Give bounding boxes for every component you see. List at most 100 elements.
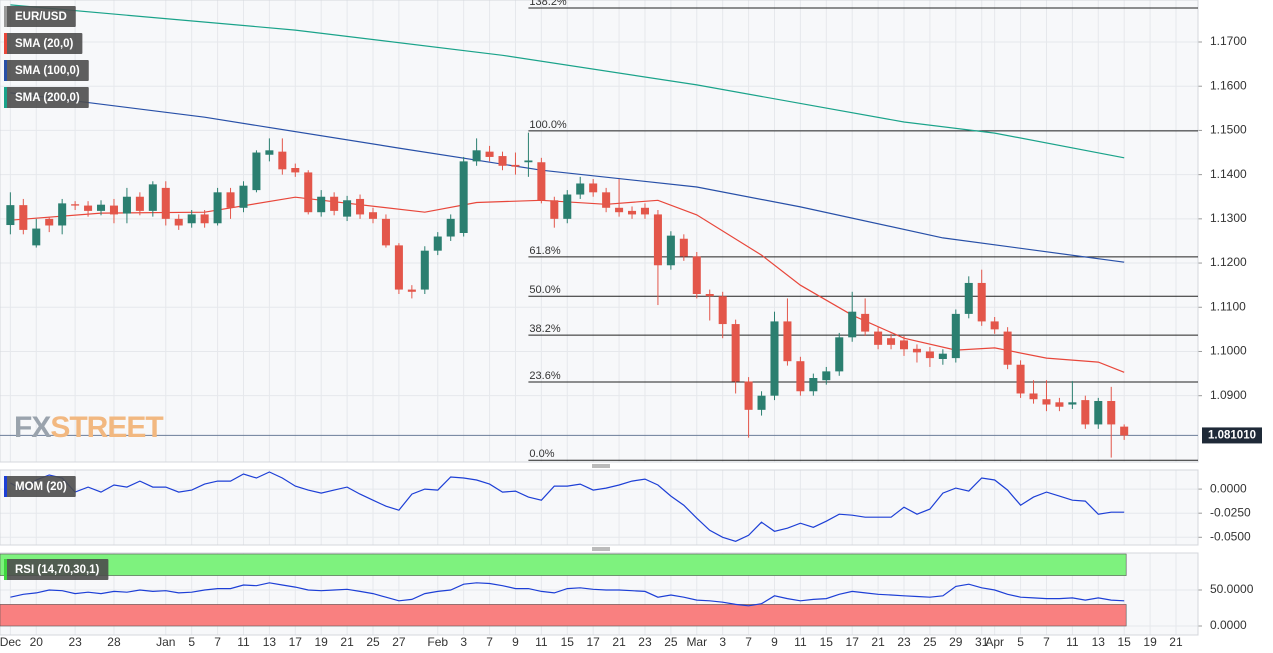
candle-body bbox=[122, 196, 131, 214]
fib-label: 100.0% bbox=[529, 119, 567, 131]
legend-item: RSI (14,70,30,1) bbox=[4, 559, 109, 580]
candle-body bbox=[1068, 402, 1077, 405]
x-tick-label: 20 bbox=[30, 635, 44, 649]
candle-body bbox=[161, 187, 170, 219]
candle-body bbox=[744, 381, 753, 410]
candle-body bbox=[1042, 399, 1051, 405]
x-tick-label: 25 bbox=[664, 635, 678, 649]
x-tick-label: 11 bbox=[535, 635, 548, 649]
fib-label: 61.8% bbox=[529, 245, 560, 257]
candle-body bbox=[368, 212, 378, 219]
candle-body bbox=[718, 296, 727, 325]
candle-body bbox=[550, 200, 559, 219]
candle-body bbox=[783, 321, 792, 362]
candle-body bbox=[135, 196, 144, 211]
legend-item: SMA (200,0) bbox=[4, 87, 89, 108]
candle-body bbox=[291, 168, 300, 173]
x-tick-label: 15 bbox=[820, 635, 834, 649]
x-tick-label: 15 bbox=[561, 635, 575, 649]
x-tick-label: 27 bbox=[392, 635, 406, 649]
candle-body bbox=[653, 214, 662, 266]
legend-label: SMA (20,0) bbox=[15, 38, 74, 50]
candle-body bbox=[861, 313, 870, 332]
x-tick-label: 21 bbox=[612, 635, 626, 649]
candle-body bbox=[848, 311, 857, 338]
candle-body bbox=[964, 282, 973, 314]
candle-body bbox=[1016, 364, 1025, 394]
candle-body bbox=[381, 218, 390, 246]
x-tick-label: 21 bbox=[1169, 635, 1183, 649]
candle-body bbox=[200, 214, 209, 224]
candle-body bbox=[705, 294, 714, 297]
candle-body bbox=[731, 324, 740, 382]
x-tick-label: Mar bbox=[686, 635, 707, 649]
x-tick-label: 28 bbox=[107, 635, 121, 649]
sma-line bbox=[10, 4, 1125, 159]
mom-panel bbox=[0, 470, 1198, 545]
legend-item: SMA (20,0) bbox=[4, 33, 83, 54]
y-tick-label: 1.1300 bbox=[1210, 211, 1247, 225]
candle-body bbox=[343, 200, 352, 217]
x-tick-label: 11 bbox=[794, 635, 807, 649]
x-tick-label: 17 bbox=[846, 635, 860, 649]
watermark-fx: FX bbox=[14, 411, 51, 444]
x-tick-label: 23 bbox=[68, 635, 82, 649]
watermark-street: STREET bbox=[50, 411, 163, 444]
candle-body bbox=[45, 218, 54, 226]
x-tick-label: 7 bbox=[214, 635, 221, 649]
y-tick-label: 1.1600 bbox=[1210, 78, 1247, 92]
x-tick-label: 19 bbox=[315, 635, 329, 649]
rsi-band bbox=[0, 553, 1127, 576]
candle-body bbox=[420, 250, 429, 290]
y-tick-label: 50.0000 bbox=[1210, 582, 1254, 596]
candle-body bbox=[628, 210, 637, 215]
candle-body bbox=[770, 321, 779, 396]
y-tick-label: 1.1000 bbox=[1210, 344, 1247, 358]
x-tick-label: 7 bbox=[745, 635, 752, 649]
fib-label: 0.0% bbox=[529, 448, 554, 460]
candle-body bbox=[666, 235, 675, 266]
y-tick-label: 1.1500 bbox=[1210, 123, 1247, 137]
candle-body bbox=[640, 207, 649, 215]
candle-body bbox=[1094, 400, 1103, 425]
x-tick-label: Jan bbox=[156, 635, 175, 649]
panel-handle[interactable] bbox=[592, 464, 610, 551]
panel-border bbox=[0, 0, 1199, 463]
legend-swatch bbox=[4, 559, 7, 580]
candle-body bbox=[899, 340, 909, 350]
fib-label: 38.2% bbox=[529, 323, 560, 335]
candle-body bbox=[602, 192, 611, 208]
candle-body bbox=[511, 164, 520, 167]
candle-body bbox=[835, 337, 844, 372]
panel-border bbox=[0, 552, 1199, 636]
candle-body bbox=[97, 204, 106, 211]
candle-body bbox=[809, 378, 818, 392]
x-tick-label: Feb bbox=[427, 635, 448, 649]
candle-body bbox=[278, 151, 287, 170]
x-tick-label: 21 bbox=[340, 635, 354, 649]
candle-body bbox=[213, 192, 222, 224]
candle-body bbox=[226, 192, 235, 208]
candle-body bbox=[589, 183, 598, 193]
last-price-box bbox=[1202, 427, 1262, 444]
x-tick-label: 13 bbox=[1092, 635, 1106, 649]
candle-body bbox=[1055, 402, 1064, 407]
candle-body bbox=[446, 218, 455, 237]
candle-body bbox=[524, 160, 533, 163]
legend-item: MOM (20) bbox=[4, 476, 76, 497]
y-tick-label: 0.0000 bbox=[1210, 481, 1247, 495]
legend-swatch bbox=[4, 6, 7, 27]
candle-body bbox=[1029, 393, 1038, 400]
legend-label: SMA (200,0) bbox=[15, 92, 80, 104]
candle-body bbox=[1120, 426, 1129, 436]
legend-item: EUR/USD bbox=[4, 6, 76, 27]
fib-label: 50.0% bbox=[529, 284, 560, 296]
candle-body bbox=[317, 196, 326, 213]
x-tick-label: 31 bbox=[975, 635, 989, 649]
legend-label: MOM (20) bbox=[15, 481, 67, 493]
x-tick-label: 25 bbox=[923, 635, 937, 649]
candle-body bbox=[84, 205, 93, 211]
candle-body bbox=[1107, 400, 1116, 425]
candle-body bbox=[109, 205, 118, 215]
